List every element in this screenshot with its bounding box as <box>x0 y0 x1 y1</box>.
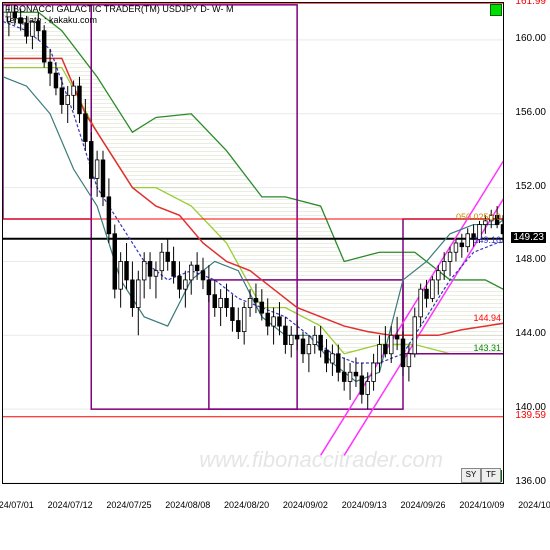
price-marker: 149.16 <box>471 234 503 246</box>
y-tick-label: 148.00 <box>515 254 546 265</box>
x-tick-label: 2024/10/09 <box>459 500 504 510</box>
x-tick-label: 2024/09/02 <box>283 500 328 510</box>
x-tick-label: 2024/09/13 <box>342 500 387 510</box>
y-axis: 136.00140.00144.00148.00152.00156.00160.… <box>506 2 548 482</box>
x-tick-label: 2024/09/26 <box>401 500 446 510</box>
chart-container: FIBONACCI GALACTIC TRADER(TM) USDJPY D- … <box>0 0 550 550</box>
chart-svg <box>3 3 503 483</box>
corner-icon-tr <box>490 4 502 16</box>
h-line-label: 149.23 <box>511 232 546 243</box>
x-tick-label: 2024/08/20 <box>224 500 269 510</box>
y-tick-label: 160.00 <box>515 33 546 44</box>
sy-button[interactable]: SY <box>461 468 481 483</box>
x-tick-label: 2024/07/25 <box>106 500 151 510</box>
price-marker: 050.0250.0 <box>454 211 503 223</box>
price-marker: 143.31 <box>471 342 503 354</box>
y-tick-label: 156.00 <box>515 107 546 118</box>
chart-area[interactable]: FIBONACCI GALACTIC TRADER(TM) USDJPY D- … <box>2 2 504 484</box>
x-tick-label: 2024/07/12 <box>48 500 93 510</box>
y-tick-label: 136.00 <box>515 476 546 487</box>
h-line-label: 161.99 <box>515 0 546 7</box>
x-tick-label: 2024/08/08 <box>165 500 210 510</box>
x-tick-label: 2024/10/22 <box>518 500 550 510</box>
template-label: Template : kakaku.com <box>5 15 97 25</box>
tf-button[interactable]: TF <box>481 468 501 483</box>
x-tick-label: 2024/07/01 <box>0 500 34 510</box>
chart-title: FIBONACCI GALACTIC TRADER(TM) USDJPY D- … <box>5 4 234 14</box>
price-marker: 144.94 <box>471 312 503 324</box>
x-axis: 2024/07/01 2024/07/12 2024/07/25 2024/08/08… <box>2 500 502 515</box>
y-tick-label: 144.00 <box>515 328 546 339</box>
y-tick-label: 152.00 <box>515 181 546 192</box>
h-line-label: 139.59 <box>515 410 546 421</box>
